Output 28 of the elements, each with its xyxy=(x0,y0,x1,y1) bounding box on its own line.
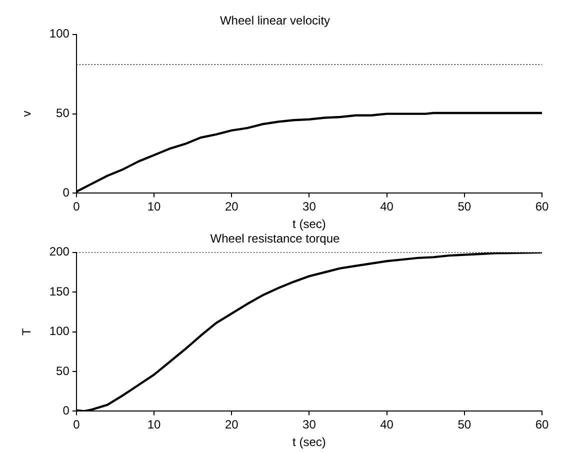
y-tick-label: 100 xyxy=(49,324,70,338)
y-tick-label: 200 xyxy=(49,244,70,259)
chart-title: Wheel linear velocity xyxy=(220,14,330,28)
x-tick-label: 50 xyxy=(458,418,472,432)
x-tick-label: 40 xyxy=(380,418,394,432)
chart-title: Wheel resistance torque xyxy=(210,232,340,246)
x-tick-label: 0 xyxy=(73,418,80,432)
x-tick-label: 0 xyxy=(73,200,80,214)
x-tick-label: 30 xyxy=(302,418,316,432)
x-tick-label: 40 xyxy=(380,200,394,214)
x-tick-label: 60 xyxy=(535,418,549,432)
y-tick-label: 50 xyxy=(56,364,70,378)
x-tick-label: 10 xyxy=(147,200,162,214)
x-tick-label: 60 xyxy=(535,200,549,214)
y-tick-label: 100 xyxy=(49,26,70,41)
y-axis-title: T xyxy=(20,327,34,336)
x-tick-label: 50 xyxy=(458,200,472,214)
y-tick-label: 0 xyxy=(62,186,70,200)
y-tick-label: 0 xyxy=(62,404,70,418)
x-tick-label: 30 xyxy=(302,200,316,214)
x-axis-title: t (sec) xyxy=(292,435,326,450)
y-tick-label: 50 xyxy=(56,106,70,120)
x-tick-label: 20 xyxy=(224,200,239,214)
x-tick-label: 10 xyxy=(147,418,162,432)
x-axis-title: t (sec) xyxy=(292,217,326,232)
y-tick-label: 150 xyxy=(49,284,70,298)
x-tick-label: 20 xyxy=(224,418,239,432)
y-axis-title: v xyxy=(20,110,34,117)
